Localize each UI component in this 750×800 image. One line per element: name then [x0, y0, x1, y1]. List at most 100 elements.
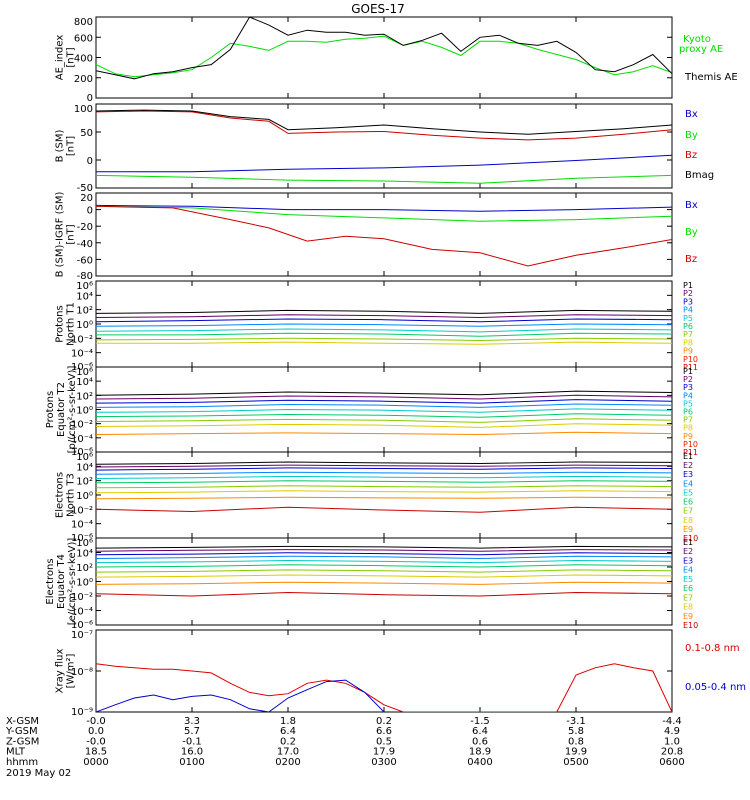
panel-3: 20 0 -20 -40 -60 -80 B (SM)-IGRF (SM) [nT]	[55, 192, 673, 282]
y-tick-label: 10⁰	[76, 491, 93, 502]
panel-1: 800 600 400 200 0 AE_index [nT]	[55, 16, 673, 104]
series-line-p3	[96, 318, 672, 323]
channel-label: P4	[683, 391, 693, 400]
series-line-bx	[96, 204, 672, 212]
channel-label: E6	[683, 498, 693, 507]
y-axis-label: AE_index	[55, 35, 66, 81]
channel-label: E7	[683, 593, 693, 602]
series-line-e6	[96, 480, 672, 484]
y-tick-label: 10⁻²	[71, 505, 93, 516]
axis-row-value: -1.5	[470, 716, 490, 727]
channel-label: P2	[683, 375, 693, 384]
channel-label: P6	[683, 322, 693, 331]
axis-row-value: -3.1	[566, 716, 586, 727]
channel-label: P4	[683, 306, 693, 315]
series-line-e9	[96, 581, 672, 585]
y-tick-label: 10⁻⁴	[71, 434, 93, 445]
series-group	[96, 461, 672, 513]
axis-row-value: -0.0	[86, 716, 106, 727]
axis-row-value: -0.0	[86, 736, 106, 747]
series-line-p2	[96, 394, 672, 400]
y-tick-label: 10⁻²	[71, 592, 93, 603]
axis-row-value: 17.0	[277, 747, 299, 758]
series-line-e8	[96, 490, 672, 494]
axis-row-label: Y-GSM	[5, 726, 38, 737]
series-group	[96, 204, 672, 267]
y-axis-label: Electrons	[55, 472, 66, 518]
y-tick-label: 10⁶	[76, 452, 93, 463]
channel-label: P7	[683, 330, 693, 339]
axis-row-value: 0000	[83, 757, 108, 768]
channel-label: P6	[683, 408, 693, 417]
y-tick-label: 10⁻⁶	[71, 533, 93, 544]
channel-label: E10	[683, 534, 698, 543]
axis-row-value: -0.1	[182, 736, 202, 747]
axis-row-value: 20.8	[661, 747, 683, 758]
y-tick-label: 10⁻⁸	[71, 667, 93, 678]
channel-label: E7	[683, 507, 693, 516]
panel-frame	[95, 192, 673, 277]
series-line-p4	[96, 323, 672, 327]
channel-label: P8	[683, 424, 693, 433]
legend-label: 0.05-0.4 nm	[685, 682, 746, 693]
axis-row-value: 0.8	[568, 736, 584, 747]
y-axis-label: North T3	[66, 473, 77, 517]
axis-row-value: 0.2	[280, 736, 296, 747]
y-tick-label: 200	[74, 74, 93, 85]
series-line-e10	[96, 591, 672, 597]
series-line-themis-ae	[96, 17, 672, 80]
y-tick-label: 400	[74, 54, 93, 65]
channel-label: P11	[683, 363, 698, 372]
channel-label: P3	[683, 383, 693, 392]
axis-row-value: 0.6	[472, 736, 488, 747]
y-tick-label: 10⁻⁷	[71, 630, 93, 641]
series-line-bz	[96, 110, 672, 141]
y-axis-label: B (SM)-IGRF (SM)	[55, 192, 66, 278]
y-tick-label: -50	[77, 183, 93, 194]
axis-row-label: Z-GSM	[6, 736, 39, 747]
y-axis-label: Equator T4	[56, 554, 67, 609]
axis-row-value: 0100	[179, 757, 204, 768]
series-line-e1	[96, 545, 672, 549]
channel-label: E2	[683, 547, 693, 556]
legend-label: Themis AE	[684, 72, 738, 83]
y-tick-label: -20	[77, 222, 93, 233]
series-line-e9	[96, 496, 672, 500]
y-tick-label: 800	[74, 17, 93, 28]
y-axis-label: Electrons	[45, 558, 56, 604]
channel-label: P2	[683, 289, 693, 298]
axis-row-value: 18.5	[85, 747, 107, 758]
channel-label: E5	[683, 488, 693, 497]
channel-label: E9	[683, 612, 693, 621]
legend-label: Bz	[685, 254, 697, 265]
y-tick-label: 20	[80, 193, 93, 204]
axis-row-value: 17.9	[373, 747, 395, 758]
y-axis-label: B (SM)	[55, 129, 66, 162]
y-tick-label: 10⁻²	[71, 334, 93, 345]
legend-label: Bmag	[685, 170, 714, 181]
y-tick-label: 100	[74, 104, 93, 115]
series-line-p2	[96, 314, 672, 319]
axis-row-value: 18.9	[469, 747, 491, 758]
series-line-bx	[96, 154, 672, 173]
channel-label: P8	[683, 338, 693, 347]
series-line-e6	[96, 564, 672, 568]
series-line-e2	[96, 549, 672, 552]
axis-row-label: hhmm	[6, 757, 38, 768]
series-line-e3	[96, 552, 672, 556]
series-line-e7	[96, 485, 672, 489]
channel-label: E4	[683, 479, 693, 488]
y-tick-label: 10⁶	[76, 281, 93, 292]
y-tick-label: 600	[74, 33, 93, 44]
y-tick-label: -80	[77, 271, 93, 282]
y-tick-label: 10⁻⁴	[71, 607, 93, 618]
axis-row-value: 0.2	[376, 716, 392, 727]
plot-date: 2019 May 02	[6, 768, 71, 779]
series-line-e3	[96, 467, 672, 471]
series-line-p7	[96, 418, 672, 423]
channel-label: E10	[683, 621, 698, 630]
channel-label: E6	[683, 584, 693, 593]
